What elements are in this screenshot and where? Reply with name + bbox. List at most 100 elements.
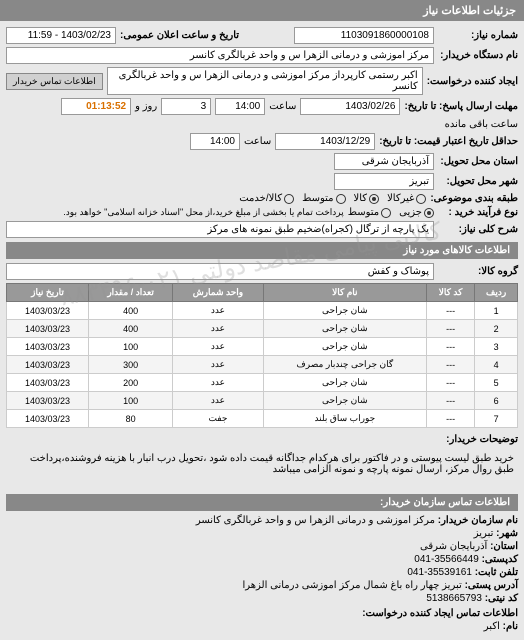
post-label: کدپستی: [482, 554, 518, 565]
cell-date: 1403/03/23 [7, 374, 89, 392]
cell-qty: 300 [88, 356, 172, 374]
goods-table: ردیف کد کالا نام کالا واحد شمارش تعداد /… [6, 283, 518, 428]
contact-city: تبریز [474, 528, 494, 539]
col-unit: واحد شمارش [173, 284, 263, 302]
cell-date: 1403/03/23 [7, 410, 89, 428]
cell-name: شان جراحی [263, 392, 426, 410]
deadline-hour: 14:00 [215, 98, 265, 115]
col-date: تاریخ نیاز [7, 284, 89, 302]
process-label: نوع فرآیند خرید : [438, 207, 518, 218]
contact-fax: 5138665793 [426, 593, 482, 604]
cell-name: گان جراحی چندبار مصرف [263, 356, 426, 374]
cell-qty: 80 [88, 410, 172, 428]
cell-date: 1403/03/23 [7, 392, 89, 410]
cell-code: --- [426, 392, 474, 410]
desc-label: شرح کلی نیاز: [438, 224, 518, 235]
cell-n: 2 [475, 320, 518, 338]
cell-date: 1403/03/23 [7, 320, 89, 338]
creator-label: اطلاعات تماس ایجاد کننده درخواست: [6, 608, 518, 619]
budget-radio-group: غیرکالا کالا متوسط کالا/خدمت [239, 193, 426, 204]
buyer-name: مرکز اموزشی و درمانی الزهرا س و واحد غرب… [6, 47, 434, 64]
validity-hour: 14:00 [190, 133, 240, 150]
cell-code: --- [426, 320, 474, 338]
city-label: شهر محل تحویل: [438, 176, 518, 187]
col-name: نام کالا [263, 284, 426, 302]
process-radio-group: جزیی متوسط [348, 207, 434, 218]
org-name: مرکز اموزشی و درمانی الزهرا س و واحد غرب… [196, 515, 435, 526]
cell-name: جوراب ساق بلند [263, 410, 426, 428]
contact-info-button[interactable]: اطلاعات تماس خریدار [6, 73, 103, 90]
table-row: 3---شان جراحیعدد1001403/03/23 [7, 338, 518, 356]
table-row: 7---جوراب ساق بلندجفت801403/03/23 [7, 410, 518, 428]
group-label: گروه کالا: [438, 266, 518, 277]
cell-n: 1 [475, 302, 518, 320]
notes-label: توضیحات خریدار: [446, 434, 518, 445]
cell-qty: 400 [88, 302, 172, 320]
cell-date: 1403/03/23 [7, 356, 89, 374]
cell-qty: 100 [88, 338, 172, 356]
validity-label: حداقل تاریخ اعتبار قیمت: تا تاریخ: [379, 136, 518, 147]
cell-date: 1403/03/23 [7, 338, 89, 356]
delivery-city: تبریز [334, 173, 434, 190]
cell-name: شان جراحی [263, 320, 426, 338]
col-code: کد کالا [426, 284, 474, 302]
cell-n: 4 [475, 356, 518, 374]
countdown-timer: 01:13:52 [61, 98, 131, 115]
deadline-date: 1403/02/26 [300, 98, 400, 115]
panel-header: جزئیات اطلاعات نیاز [0, 0, 524, 21]
cell-n: 7 [475, 410, 518, 428]
phone-label: تلفن ثابت: [475, 567, 518, 578]
contact-address: تبریز چهار راه باغ شمال مرکز اموزشی درما… [242, 580, 461, 591]
fname-label: نام: [503, 621, 518, 632]
cell-unit: عدد [173, 338, 263, 356]
table-row: 2---شان جراحیعدد4001403/03/23 [7, 320, 518, 338]
table-row: 6---شان جراحیعدد1001403/03/23 [7, 392, 518, 410]
process-note: پرداخت تمام یا بخشی از مبلغ خرید،از محل … [63, 207, 343, 218]
cell-n: 6 [475, 392, 518, 410]
number-label: شماره نیاز: [438, 30, 518, 41]
requester-name: اکبر رستمی کارپرداز مرکز اموزشی و درمانی… [107, 67, 423, 95]
cell-code: --- [426, 374, 474, 392]
goods-section-title: اطلاعات کالاهای مورد نیاز [6, 242, 518, 259]
buyer-label: نام دستگاه خریدار: [438, 50, 518, 61]
cell-code: --- [426, 356, 474, 374]
cell-n: 3 [475, 338, 518, 356]
remain-label: ساعت باقی مانده [445, 119, 518, 130]
announce-label: تاریخ و ساعت اعلان عمومی: [120, 30, 239, 41]
fax-label: کد نیتی: [485, 593, 518, 604]
hour-label: ساعت [269, 101, 296, 112]
cell-name: شان جراحی [263, 374, 426, 392]
goods-group: پوشاک و کفش [6, 263, 434, 280]
col-row: ردیف [475, 284, 518, 302]
cell-date: 1403/03/23 [7, 302, 89, 320]
request-description: یک پارچه از ترگال (کجراه)ضخیم طبق نمونه … [6, 221, 434, 238]
cell-code: --- [426, 338, 474, 356]
radio-kala[interactable] [369, 194, 379, 204]
table-row: 5---شان جراحیعدد2001403/03/23 [7, 374, 518, 392]
requester-label: ایجاد کننده درخواست: [427, 76, 518, 87]
radio-minor[interactable] [424, 208, 434, 218]
radio-med2[interactable] [381, 208, 391, 218]
cell-unit: عدد [173, 392, 263, 410]
table-row: 1---شان جراحیعدد4001403/03/23 [7, 302, 518, 320]
contact-province: آذربایجان شرقی [420, 541, 487, 552]
cell-qty: 200 [88, 374, 172, 392]
buyer-notes: خرید طبق لیست پیوستی و در فاکتور برای هر… [6, 449, 518, 479]
announce-date: 1403/02/23 - 11:59 [6, 27, 116, 44]
cell-name: شان جراحی [263, 302, 426, 320]
cell-unit: عدد [173, 374, 263, 392]
radio-nonkala[interactable] [416, 194, 426, 204]
cprov-label: استان: [490, 541, 518, 552]
cell-qty: 100 [88, 392, 172, 410]
cell-unit: عدد [173, 356, 263, 374]
cell-unit: جفت [173, 410, 263, 428]
radio-service[interactable] [284, 194, 294, 204]
contact-section-title: اطلاعات تماس سازمان خریدار: [6, 494, 518, 511]
budget-label: طبقه بندی موضوعی: [430, 193, 518, 204]
radio-medium[interactable] [336, 194, 346, 204]
cell-code: --- [426, 302, 474, 320]
addr-label: آدرس پستی: [465, 580, 518, 591]
request-number: 1103091860000108 [294, 27, 434, 44]
table-row: 4---گان جراحی چندبار مصرفعدد3001403/03/2… [7, 356, 518, 374]
cell-name: شان جراحی [263, 338, 426, 356]
